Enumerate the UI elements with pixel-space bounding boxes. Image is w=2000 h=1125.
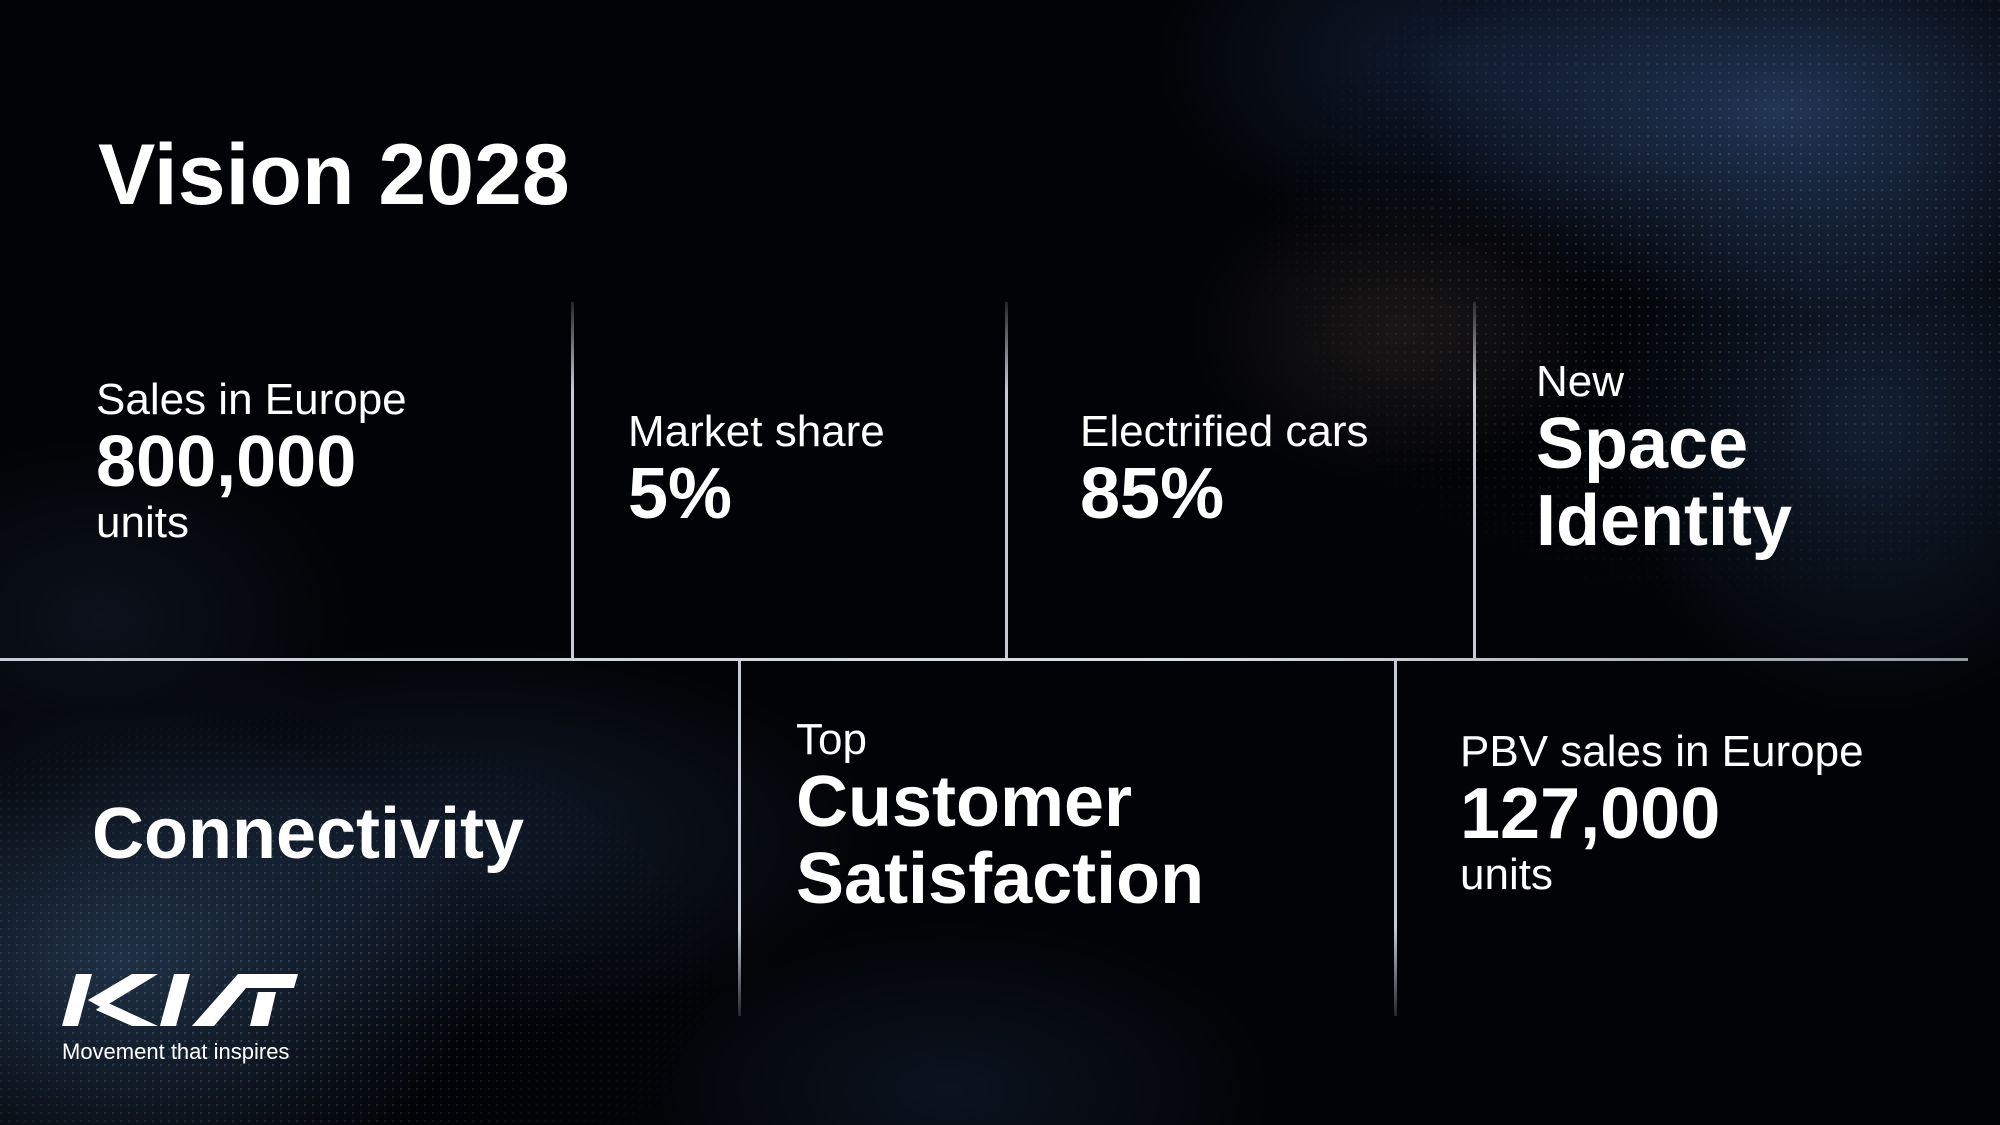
sales-label: Sales in Europe [96, 375, 407, 424]
sales-value: 800,000 [96, 422, 357, 503]
kia-logo-mark [62, 974, 298, 1026]
divider-top-2 [1005, 302, 1008, 658]
kia-logo: Movement that inspires [62, 972, 298, 1063]
space-line1: Space [1536, 404, 1749, 485]
pbv-value: 127,000 [1460, 774, 1721, 855]
sales-unit: units [96, 497, 189, 547]
divider-bottom-1 [738, 661, 741, 1016]
pbv-sales-cell: PBV sales in Europe 127,000 units [1460, 727, 1864, 899]
horizontal-divider [0, 658, 1968, 661]
space-line2: Identity [1536, 480, 1793, 561]
market-share-cell: Market share 5% [628, 407, 885, 535]
market-share-label: Market share [628, 407, 885, 456]
divider-top-1 [571, 302, 574, 658]
electrified-label: Electrified cars [1080, 407, 1369, 456]
space-label: New [1536, 357, 1625, 406]
customer-label: Top [796, 715, 867, 764]
space-identity-cell: New Space Identity [1536, 357, 1793, 561]
customer-line2: Satisfaction [796, 838, 1205, 919]
sales-in-europe-cell: Sales in Europe 800,000 units [96, 375, 407, 547]
divider-top-3 [1473, 302, 1476, 658]
customer-line1: Customer [796, 762, 1133, 843]
pbv-unit: units [1460, 849, 1553, 899]
electrified-cars-cell: Electrified cars 85% [1080, 407, 1369, 535]
market-share-value: 5% [628, 454, 733, 535]
customer-satisfaction-cell: Top Customer Satisfaction [796, 715, 1205, 919]
pbv-label: PBV sales in Europe [1460, 727, 1864, 776]
electrified-value: 85% [1080, 454, 1225, 535]
connectivity-cell: Connectivity [92, 794, 525, 874]
brand-tagline: Movement that inspires [62, 1039, 290, 1064]
connectivity-value: Connectivity [92, 794, 525, 874]
slide-title: Vision 2028 [98, 127, 570, 223]
divider-bottom-2 [1394, 661, 1397, 1016]
